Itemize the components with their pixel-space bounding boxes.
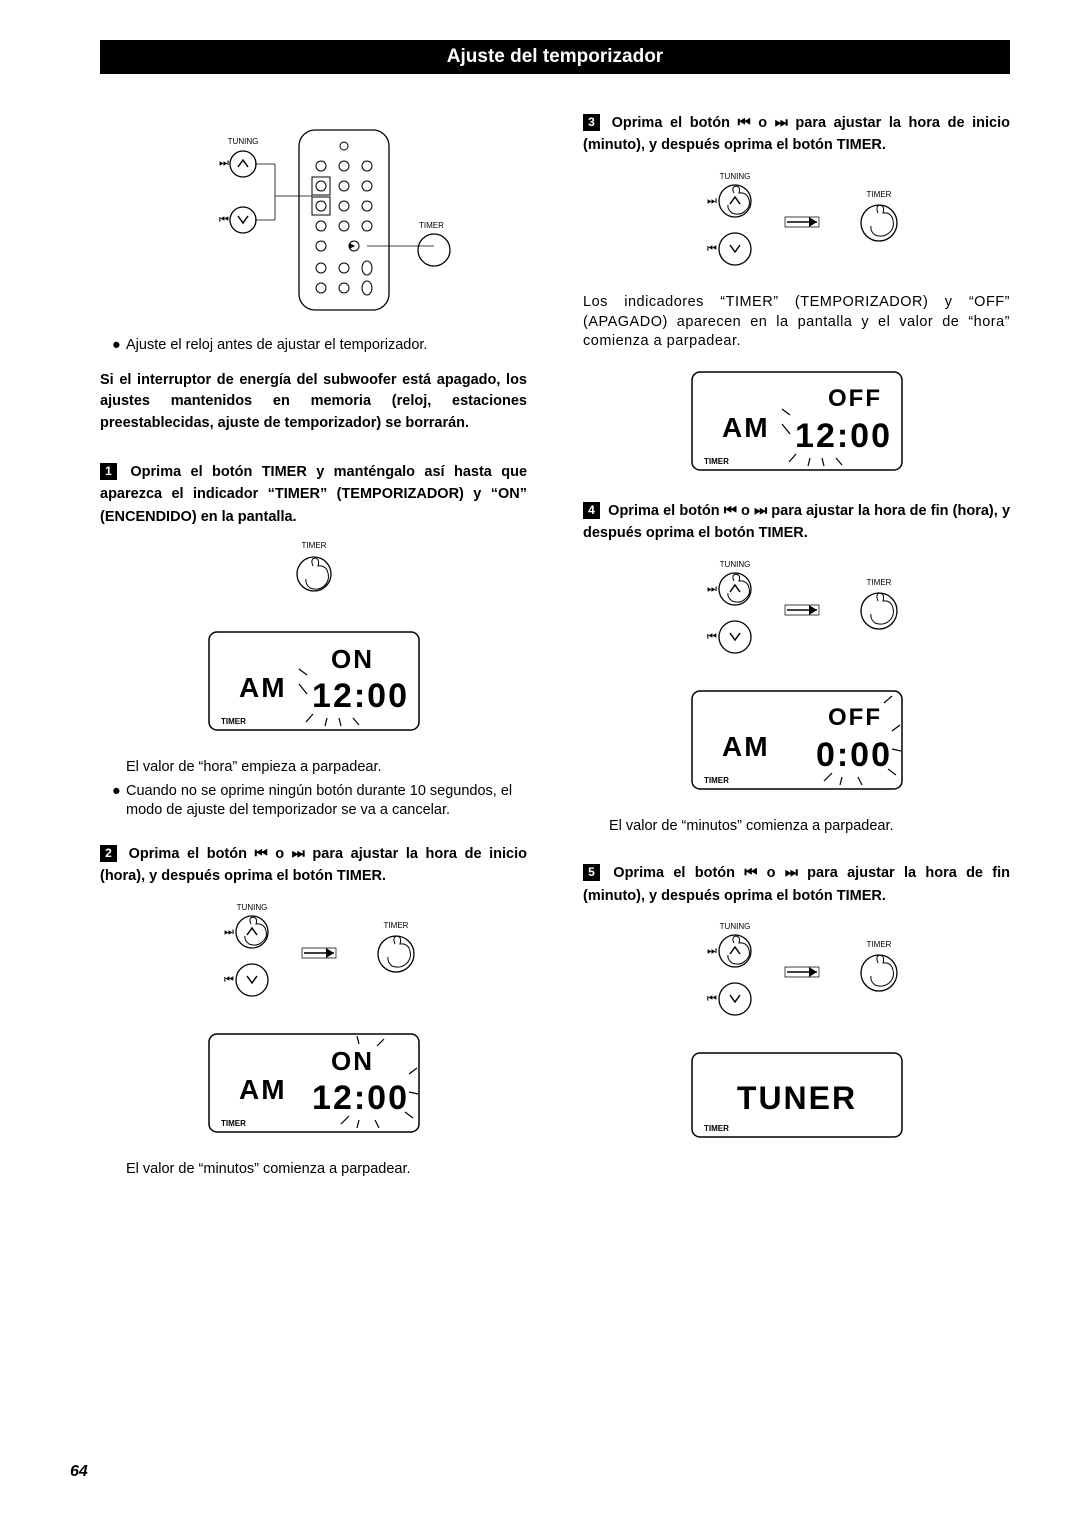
next-icon: ⏭ xyxy=(754,503,767,519)
timer-label: TIMER xyxy=(419,221,444,230)
remote-diagram: TUNING ⏭ ⏮ TIMER xyxy=(100,120,527,320)
svg-text:OFF: OFF xyxy=(828,704,882,731)
step-number-1: 1 xyxy=(100,463,117,480)
step4-caption: El valor de “minutos” comienza a parpade… xyxy=(609,817,1010,837)
step-3: 3 Oprima el botón ⏮ o ⏭ para ajustar la … xyxy=(583,112,1010,482)
svg-text:TUNING: TUNING xyxy=(719,172,750,181)
manual-page: Ajuste del temporizador xyxy=(0,0,1080,1525)
bullet-adjust-clock: ● Ajuste el reloj antes de ajustar el te… xyxy=(112,336,527,356)
remote-svg: TUNING ⏭ ⏮ TIMER xyxy=(149,120,479,320)
tuning-label: TUNING xyxy=(227,137,258,146)
svg-text:12:00: 12:00 xyxy=(795,417,892,455)
svg-text:⏮: ⏮ xyxy=(219,214,229,226)
svg-text:TIMER: TIMER xyxy=(704,776,729,785)
timer-press-icon: TIMER xyxy=(269,538,359,606)
step1-caption-a: El valor de “hora” empieza a parpadear. xyxy=(126,758,527,778)
display-tuner: TUNER TIMER xyxy=(583,1043,1010,1148)
svg-text:TIMER: TIMER xyxy=(383,921,408,930)
next-icon: ⏭ xyxy=(775,115,788,131)
step1-text: Oprima el botón TIMER y manténgalo así h… xyxy=(100,464,527,525)
svg-text:ON: ON xyxy=(331,644,374,674)
svg-text:TUNING: TUNING xyxy=(719,560,750,569)
prev-icon: ⏮ xyxy=(738,115,751,131)
svg-text:⏮: ⏮ xyxy=(707,631,717,643)
next-icon: ⏭ xyxy=(292,846,305,862)
svg-text:12:00: 12:00 xyxy=(312,1079,409,1117)
svg-text:⏭: ⏭ xyxy=(224,926,234,938)
step-number-5: 5 xyxy=(583,864,600,881)
page-number: 64 xyxy=(70,1463,88,1481)
svg-text:⏭: ⏭ xyxy=(707,195,717,207)
svg-text:TUNING: TUNING xyxy=(719,922,750,931)
display-off-1200: AM OFF 12:00 TIMER xyxy=(583,362,1010,482)
svg-text:⏮: ⏮ xyxy=(224,974,234,986)
right-column: 3 Oprima el botón ⏮ o ⏭ para ajustar la … xyxy=(583,112,1010,1197)
svg-text:0:00: 0:00 xyxy=(815,736,891,774)
svg-text:TIMER: TIMER xyxy=(704,457,729,466)
svg-text:12:00: 12:00 xyxy=(312,677,409,715)
svg-text:TIMER: TIMER xyxy=(704,1124,729,1133)
svg-text:AM: AM xyxy=(239,1074,287,1105)
left-column: TUNING ⏭ ⏮ TIMER ● Ajuste el reloj antes… xyxy=(100,112,527,1197)
svg-text:TIMER: TIMER xyxy=(221,1119,246,1128)
step-number-4: 4 xyxy=(583,502,600,519)
step4-tuning-then-timer: TUNING ⏭ ⏮ TIMER xyxy=(583,555,1010,665)
display-on-1200-min: AM ON 12:00 xyxy=(100,1024,527,1144)
svg-text:TIMER: TIMER xyxy=(866,940,891,949)
svg-text:AM: AM xyxy=(722,731,770,762)
svg-text:⏭: ⏭ xyxy=(707,583,717,595)
step2-tuning-then-timer: TUNING ⏭ ⏮ xyxy=(100,898,527,1008)
svg-text:TUNING: TUNING xyxy=(236,903,267,912)
svg-text:⏭: ⏭ xyxy=(707,945,717,957)
step3-tuning-then-timer: TUNING ⏭ ⏮ TIMER xyxy=(583,167,1010,277)
step-number-3: 3 xyxy=(583,114,600,131)
svg-text:TIMER: TIMER xyxy=(301,541,326,550)
prev-icon: ⏮ xyxy=(744,865,757,881)
svg-text:OFF: OFF xyxy=(828,385,882,412)
step-4: 4 Oprima el botón ⏮ o ⏭ para ajustar la … xyxy=(583,500,1010,837)
two-column-layout: TUNING ⏭ ⏮ TIMER ● Ajuste el reloj antes… xyxy=(100,112,1010,1197)
svg-text:AM: AM xyxy=(239,672,287,703)
step-2: 2 Oprima el botón ⏮ o ⏭ para ajustar la … xyxy=(100,843,527,1180)
display-off-000: AM OFF 0:00 TIMER xyxy=(583,681,1010,801)
step1-caption-b: Cuando no se oprime ningún botón durante… xyxy=(126,782,527,821)
svg-text:AM: AM xyxy=(722,412,770,443)
page-title-bar: Ajuste del temporizador xyxy=(100,40,1010,74)
bullet-dot: ● xyxy=(112,336,126,356)
warning-text: Si el interruptor de energía del subwoof… xyxy=(100,370,527,435)
step1-caption-b-row: ● Cuando no se oprime ningún botón duran… xyxy=(112,782,527,821)
page-title: Ajuste del temporizador xyxy=(447,46,663,68)
svg-text:TUNER: TUNER xyxy=(736,1080,856,1116)
svg-text:⏭: ⏭ xyxy=(219,157,229,169)
svg-text:⏮: ⏮ xyxy=(707,993,717,1005)
next-icon: ⏭ xyxy=(785,865,798,881)
step-5: 5 Oprima el botón ⏮ o ⏭ para ajustar la … xyxy=(583,862,1010,1148)
svg-text:⏮: ⏮ xyxy=(707,243,717,255)
step2-caption: El valor de “minutos” comienza a parpade… xyxy=(126,1160,527,1180)
display-on-1200: AM ON 12:00 TIMER xyxy=(100,622,527,742)
bullet-text: Ajuste el reloj antes de ajustar el temp… xyxy=(126,336,427,356)
step-number-2: 2 xyxy=(100,845,117,862)
step1-timer-press: TIMER xyxy=(100,538,527,606)
prev-icon: ⏮ xyxy=(724,503,737,519)
svg-text:TIMER: TIMER xyxy=(221,717,246,726)
svg-text:ON: ON xyxy=(331,1046,374,1076)
prev-icon: ⏮ xyxy=(255,846,268,862)
step5-tuning-then-timer: TUNING ⏭ ⏮ TIMER xyxy=(583,917,1010,1027)
svg-text:TIMER: TIMER xyxy=(866,578,891,587)
svg-text:TIMER: TIMER xyxy=(866,190,891,199)
step-1: 1 Oprima el botón TIMER y manténgalo así… xyxy=(100,461,527,821)
step3-caption: Los indicadores “TIMER” (TEMPORIZADOR) y… xyxy=(583,293,1010,352)
